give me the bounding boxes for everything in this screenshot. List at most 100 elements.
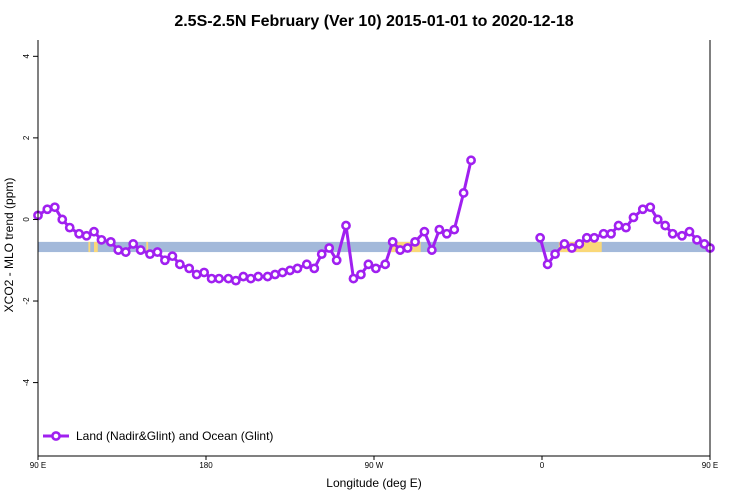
data-point: [589, 232, 600, 243]
data-point: [57, 214, 68, 225]
data-point: [542, 259, 553, 270]
data-point: [113, 245, 124, 255]
data-point: [667, 228, 678, 239]
y-tick-label: 0: [22, 217, 31, 222]
data-point: [270, 269, 280, 280]
data-point: [167, 251, 178, 262]
data-point: [628, 212, 639, 223]
data-point: [206, 273, 217, 284]
y-tick-label: 2: [22, 135, 31, 140]
land-band-segment: [88, 241, 91, 253]
data-point: [652, 214, 663, 225]
data-point: [434, 224, 445, 235]
data-point: [559, 239, 570, 249]
data-point: [145, 249, 155, 260]
data-point: [402, 243, 413, 253]
data-point: [96, 234, 107, 245]
data-point: [566, 243, 577, 253]
data-point: [316, 249, 327, 260]
data-point: [621, 222, 631, 233]
data-point: [331, 255, 342, 266]
data-point: [426, 245, 437, 255]
data-point: [581, 232, 592, 243]
data-point: [245, 273, 256, 284]
data-point: [660, 220, 671, 231]
chart-title: 2.5S-2.5N February (Ver 10) 2015-01-01 t…: [174, 13, 573, 30]
data-point: [466, 155, 476, 166]
data-point: [223, 273, 234, 284]
series-line: [37, 159, 473, 283]
data-point: [214, 273, 224, 284]
data-point: [606, 228, 616, 239]
data-point: [458, 188, 469, 198]
data-point: [135, 245, 146, 255]
legend-marker-swatch: [51, 431, 61, 441]
data-point: [152, 247, 163, 257]
data-point: [64, 222, 75, 233]
data-point: [238, 271, 249, 282]
data-point: [253, 271, 264, 282]
land-band-segment: [94, 241, 98, 253]
data-point: [160, 255, 170, 266]
data-point: [89, 226, 99, 237]
data-point: [120, 247, 131, 257]
axes: -4 -2 0 2 4 90 E 180 90 W 0 90 E: [22, 40, 718, 470]
y-tick-label: -4: [22, 378, 31, 386]
data-point: [692, 234, 702, 245]
data-point: [356, 269, 366, 280]
data-point: [128, 239, 139, 249]
data-point: [370, 263, 381, 274]
data-point: [598, 228, 609, 239]
data-point: [419, 226, 430, 237]
data-point: [74, 228, 84, 239]
data-point: [285, 265, 295, 276]
legend: Land (Nadir&Glint) and Ocean (Glint): [43, 429, 273, 443]
data-point: [262, 271, 273, 282]
data-point: [81, 230, 92, 241]
ocean-band: [38, 241, 710, 253]
data-point: [292, 263, 303, 274]
data-point: [199, 267, 210, 278]
data-point: [550, 249, 560, 260]
x-tick-label: 180: [199, 461, 213, 470]
y-tick-label: 4: [22, 54, 31, 59]
x-tick-label: 90 W: [365, 461, 384, 470]
data-point: [105, 236, 116, 247]
x-tick-label: 0: [540, 461, 545, 470]
data-point: [174, 259, 185, 270]
data-point: [449, 224, 460, 235]
data-point: [441, 228, 452, 239]
data-point: [230, 275, 241, 286]
data-point: [277, 267, 288, 278]
data-point: [677, 230, 687, 241]
data-point: [363, 259, 374, 270]
legend-label: Land (Nadir&Glint) and Ocean (Glint): [76, 429, 273, 443]
x-tick-label: 90 E: [702, 461, 718, 470]
data-point: [301, 259, 312, 270]
data-point: [613, 220, 624, 231]
data-point: [395, 245, 406, 255]
data-point: [574, 239, 585, 249]
data-point: [387, 236, 398, 247]
y-axis-label: XCO2 - MLO trend (ppm): [2, 178, 16, 313]
data-point: [49, 202, 60, 213]
x-tick-label: 90 E: [30, 461, 46, 470]
land-band-segment: [146, 241, 149, 253]
data-point: [341, 220, 351, 231]
data-point: [380, 259, 391, 270]
y-tick-label: -2: [22, 297, 31, 305]
x-axis-label: Longitude (deg E): [326, 476, 421, 490]
data-point: [535, 232, 546, 243]
data-point: [410, 236, 420, 247]
data-point: [684, 226, 695, 237]
data-point: [637, 204, 648, 215]
plot-area: [33, 155, 715, 286]
data-point: [645, 202, 656, 213]
data-point: [184, 263, 195, 274]
data-point: [324, 243, 335, 253]
data-point: [309, 263, 320, 274]
data-point: [191, 269, 202, 280]
data-point: [42, 204, 53, 215]
data-point: [348, 273, 359, 284]
